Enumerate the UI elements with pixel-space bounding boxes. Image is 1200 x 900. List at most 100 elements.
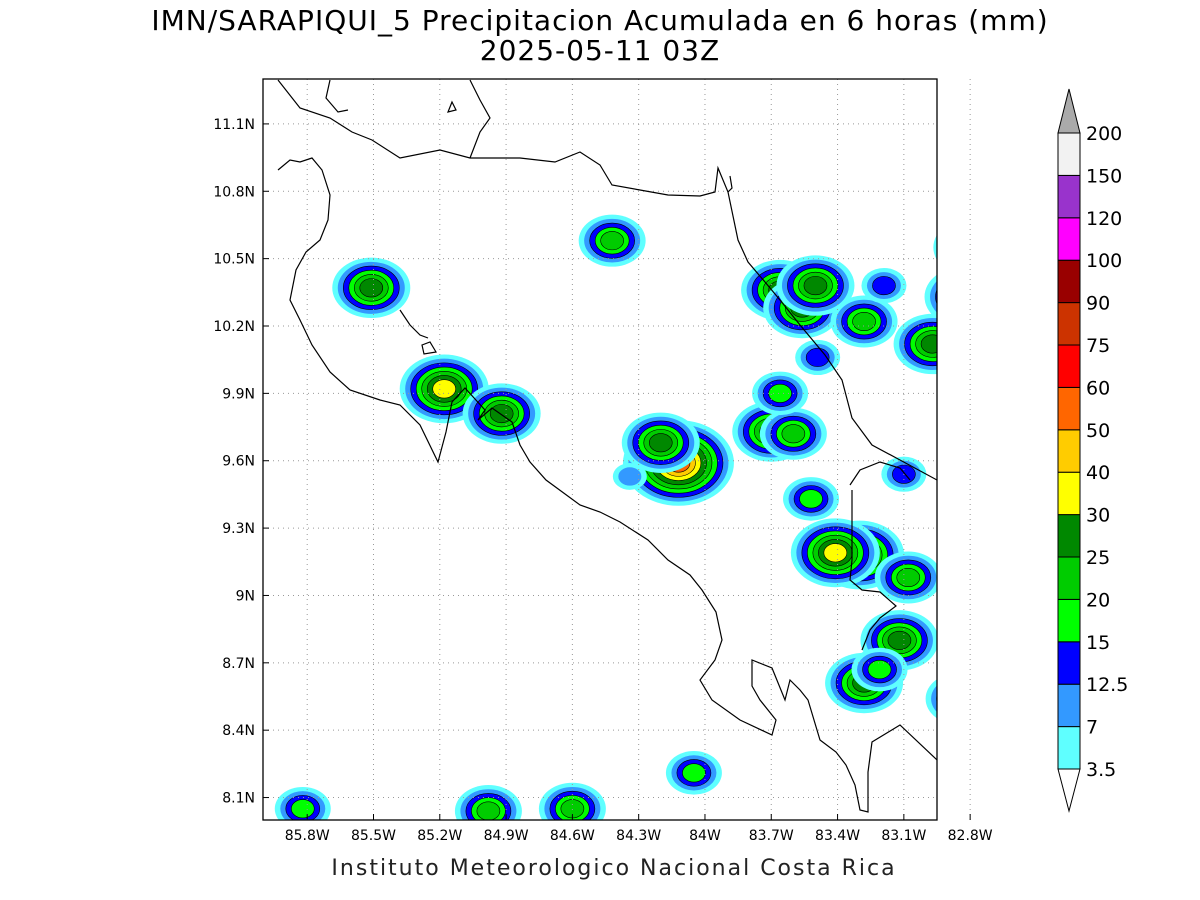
rain-contour xyxy=(955,234,989,261)
rain-contour xyxy=(852,312,876,332)
lon-tick-label: 83.4W xyxy=(815,828,860,844)
lat-tick-label: 8.7N xyxy=(222,656,255,672)
rain-cell xyxy=(665,751,722,795)
lon-tick-label: 84W xyxy=(689,828,721,844)
rain-contour xyxy=(961,706,1006,741)
lat-tick-label: 9.3N xyxy=(222,521,255,537)
rain-contour xyxy=(950,230,995,265)
lon-tick-label: 85.2W xyxy=(417,828,462,844)
colorbar-swatch xyxy=(1057,726,1081,770)
colorbar-label: 7 xyxy=(1086,717,1098,739)
lat-lon-grid xyxy=(263,79,971,820)
rain-cell xyxy=(399,354,489,424)
lat-tick-label: 10.5N xyxy=(213,252,255,268)
lat-tick-label: 11.1N xyxy=(213,117,255,133)
rain-contour xyxy=(979,103,1002,121)
rain-contour xyxy=(935,289,937,305)
rain-cell xyxy=(795,339,841,376)
rain-cell xyxy=(953,246,1009,290)
rain-contour xyxy=(359,278,384,298)
lon-tick-label: 83.1W xyxy=(881,828,926,844)
rain-contour xyxy=(872,276,896,296)
lat-tick-label: 10.2N xyxy=(213,319,255,335)
rain-cell xyxy=(783,477,840,521)
rain-cell xyxy=(759,407,827,460)
lon-tick-label: 82.8W xyxy=(948,828,993,844)
rain-contour xyxy=(618,467,642,486)
lon-tick-label: 84.3W xyxy=(616,828,661,844)
map-valid-time: 2025-05-11 03Z xyxy=(479,34,721,67)
rain-contour xyxy=(970,258,993,276)
rain-contour xyxy=(968,95,1013,130)
colorbar-swatch xyxy=(1057,217,1081,261)
rain-contour xyxy=(887,630,912,650)
longitude-labels: 85.8W 85.5W 85.2W 84.9W 84.6W 84.3W 84W 83.7W 83… xyxy=(285,828,993,844)
rain-contour xyxy=(600,231,624,251)
colorbar-label: 75 xyxy=(1086,335,1110,357)
rain-contour xyxy=(955,702,1011,746)
institution-footer: Instituto Meteorologico Nacional Costa R… xyxy=(331,856,897,881)
colorbar-label: 20 xyxy=(1086,589,1110,611)
colorbar-under-arrow xyxy=(1057,768,1081,813)
rain-contour xyxy=(952,288,975,306)
rain-contour xyxy=(867,660,892,680)
rain-contour xyxy=(682,763,706,783)
lon-tick-label: 84.6W xyxy=(550,828,595,844)
rain-contour xyxy=(805,347,830,367)
rain-cell xyxy=(274,786,331,820)
lat-tick-label: 9.9N xyxy=(222,386,255,402)
rain-contour xyxy=(972,714,995,732)
rain-contour xyxy=(947,283,981,310)
colorbar-label: 150 xyxy=(1086,165,1122,187)
rain-contour xyxy=(954,339,977,357)
colorbar-label: 60 xyxy=(1086,377,1110,399)
colorbar-label: 90 xyxy=(1086,293,1110,315)
colorbar-swatch xyxy=(1057,344,1081,388)
lat-tick-label: 9N xyxy=(236,588,255,604)
rain-cell xyxy=(790,518,880,588)
rain-cell xyxy=(578,214,646,267)
colorbar-label: 200 xyxy=(1086,123,1122,145)
colorbar-swatch xyxy=(1057,514,1081,558)
rain-contour xyxy=(957,87,1024,139)
rain-contour xyxy=(964,254,998,281)
rain-contour xyxy=(936,694,937,704)
rain-cell xyxy=(944,693,1022,753)
rain-cell xyxy=(925,679,971,719)
colorbar-label: 100 xyxy=(1086,250,1122,272)
rain-contour xyxy=(648,433,673,453)
lon-tick-label: 85.8W xyxy=(285,828,330,844)
rain-contour xyxy=(941,279,986,314)
rain-cell xyxy=(538,782,606,820)
colorbar-label: 120 xyxy=(1086,208,1122,230)
lat-tick-label: 9.6N xyxy=(222,454,255,470)
map-title: IMN/SARAPIQUI_5 Precipitacion Acumulada … xyxy=(151,4,1049,37)
rain-cell xyxy=(874,551,937,604)
rain-contour xyxy=(953,246,1009,290)
rain-cell xyxy=(943,331,988,366)
rain-contour xyxy=(781,424,806,444)
colorbar-label: 25 xyxy=(1086,547,1110,569)
rain-cells-layer xyxy=(274,87,1024,820)
rain-contour xyxy=(948,690,971,708)
colorbar-label: 15 xyxy=(1086,632,1110,654)
rain-cell xyxy=(851,647,908,692)
rain-contour xyxy=(290,799,315,819)
colorbar-legend: 3.5 7 12.5 15 20 25 30 40 50 60 75 90 100 120 150 200 xyxy=(1057,88,1128,813)
rain-contour xyxy=(961,238,984,256)
colorbar-over-arrow xyxy=(1057,88,1081,134)
rain-contour xyxy=(930,280,937,313)
lon-tick-label: 85.5W xyxy=(351,828,396,844)
rain-contour xyxy=(823,543,848,563)
rain-contour xyxy=(476,801,501,820)
rain-cell xyxy=(830,295,898,348)
latitude-labels: 11.1N 10.8N 10.5N 10.2N 9.9N 9.6N 9.3N 9N 8.7N 8.… xyxy=(213,117,255,807)
rain-contour xyxy=(966,710,1000,737)
rain-cell xyxy=(957,87,1024,139)
rain-cell xyxy=(752,371,809,416)
colorbar-swatch xyxy=(1057,259,1081,304)
colorbar-label: 12.5 xyxy=(1086,674,1128,696)
rain-contour xyxy=(944,226,1000,270)
colorbar-swatch xyxy=(1057,598,1081,643)
